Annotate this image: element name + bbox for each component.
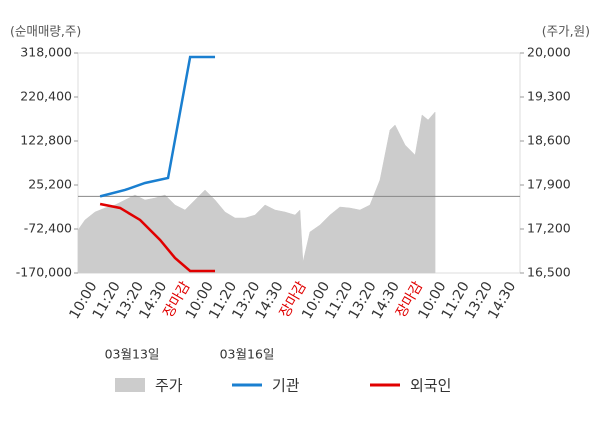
date-label: 03월13일 bbox=[105, 347, 160, 362]
y-tick-label: -170,000 bbox=[16, 265, 72, 280]
y-tick-label: -72,400 bbox=[24, 221, 72, 236]
y2-tick-label: 17,900 bbox=[527, 177, 571, 192]
y2-tick-label: 19,300 bbox=[527, 89, 571, 104]
legend-swatch bbox=[115, 378, 145, 392]
y2-tick-label: 18,600 bbox=[527, 133, 571, 148]
legend: 주가 기관 외국인 bbox=[115, 377, 451, 395]
line-series bbox=[99, 55, 216, 198]
legend-label: 외국인 bbox=[410, 377, 451, 395]
y-tick-label: 122,800 bbox=[20, 133, 72, 148]
legend-label: 주가 bbox=[155, 377, 183, 395]
price-area bbox=[77, 111, 436, 274]
y-tick-label: 318,000 bbox=[20, 45, 72, 60]
date-label: 03월16일 bbox=[220, 347, 275, 362]
y-tick-label: 25,200 bbox=[28, 177, 72, 192]
y-tick-label: 220,400 bbox=[20, 89, 72, 104]
line-series bbox=[99, 202, 216, 273]
y2-axis-title: (주가,원) bbox=[542, 24, 590, 39]
y-axis-title: (순매매량,주) bbox=[10, 24, 81, 39]
legend-label: 기관 bbox=[272, 377, 300, 395]
y2-tick-label: 17,200 bbox=[527, 221, 571, 236]
y2-tick-label: 16,500 bbox=[527, 265, 571, 280]
y2-tick-label: 20,000 bbox=[527, 45, 571, 60]
